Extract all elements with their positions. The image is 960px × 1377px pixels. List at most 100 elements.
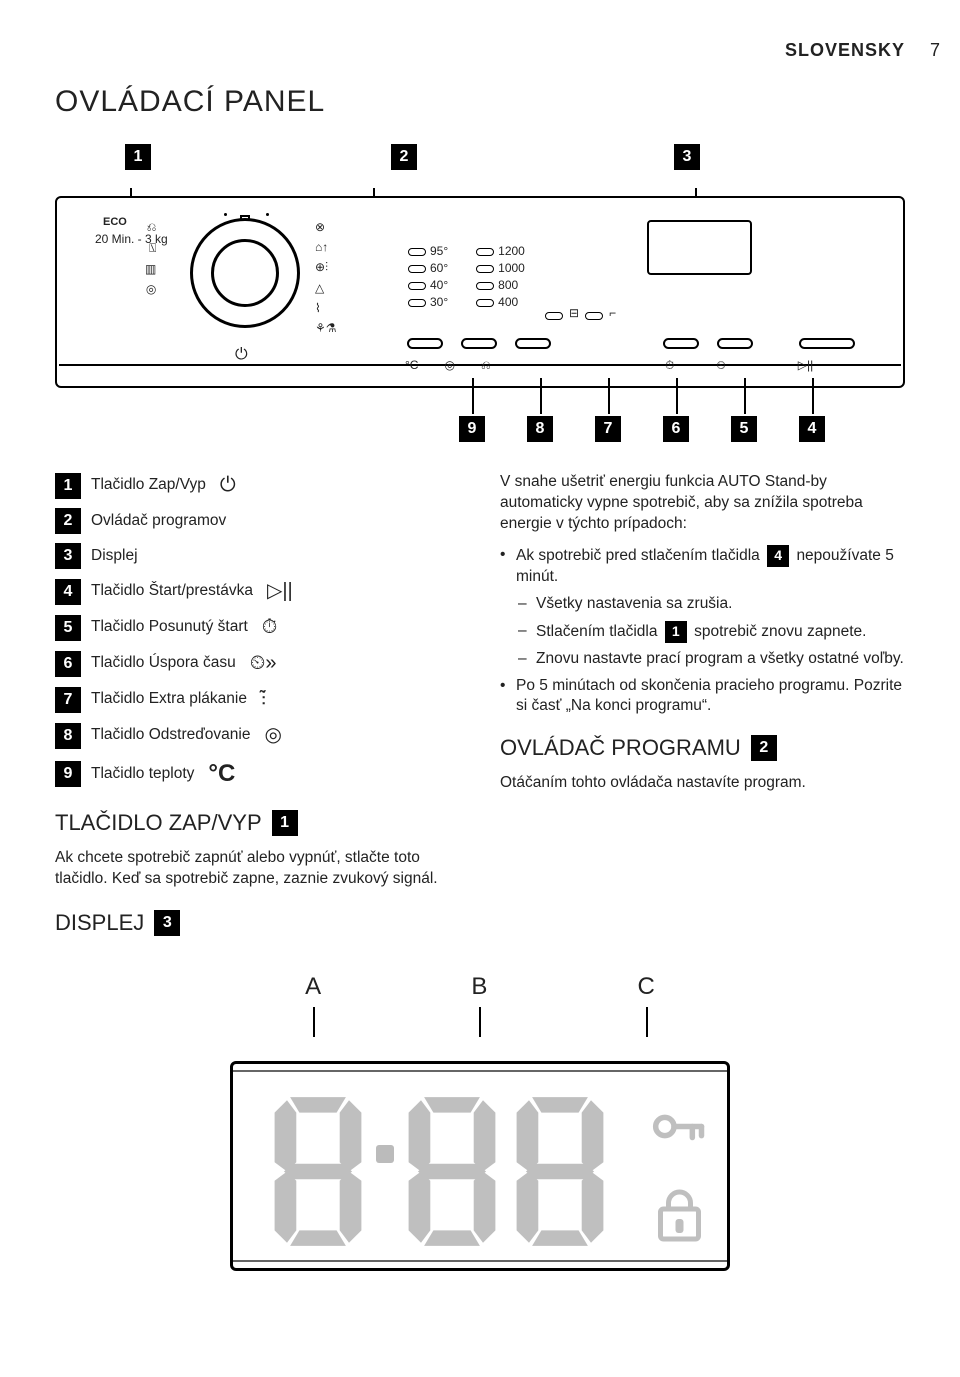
legend-label: Displej [91,546,138,567]
marker-2: 2 [391,144,417,170]
legend-item-1: 1 Tlačidlo Zap/Vyp ⏻ [55,472,460,499]
seven-segment-icon [510,1094,610,1249]
spin-row: 1200 [476,243,525,260]
spin-icon: ◎ [264,722,281,749]
label-a: A [305,973,321,1001]
page-title: OVLÁDACÍ PANEL [55,85,905,119]
dial-inner [211,239,279,307]
standby-intro: V snahe ušetriť energiu funkcia AUTO Sta… [500,472,905,535]
spin-800: 800 [498,277,518,294]
dial-dot [266,213,269,216]
marker-1: 1 [125,144,151,170]
onoff-body: Ak chcete spotrebič zapnúť alebo vypnúť,… [55,848,460,890]
bullet-1: Ak spotrebič pred stlačením tlačidla 4 n… [500,545,905,670]
dash-2-pre: Stlačením tlačidla [536,623,657,640]
language-label: SLOVENSKY [785,40,905,61]
left-column: 1 Tlačidlo Zap/Vyp ⏻ 2 Ovládač programov… [55,472,460,948]
display-heading-text: DISPLEJ [55,908,144,938]
spin-400: 400 [498,294,518,311]
start-pause-button[interactable] [799,338,855,349]
legend-num: 5 [55,615,81,641]
extra-rinse-icon: ⫶̃ [261,686,266,713]
legend-item-9: 9 Tlačidlo teploty °C [55,758,460,790]
legend-item-5: 5 Tlačidlo Posunutý štart ⏱ [55,614,460,641]
slot-icon [476,299,494,307]
dash-2: Stlačením tlačidla 1 spotrebič znovu zap… [516,621,905,643]
marker-8: 8 [527,416,553,442]
marker-6: 6 [663,416,689,442]
delay-icon: ⏱ [262,614,278,641]
legend-label: Tlačidlo Zap/Vyp [91,475,206,496]
legend-num: 7 [55,687,81,713]
doorlock-icon [652,1189,707,1244]
program-dial[interactable] [190,218,300,328]
power-icon: ⏻ [235,346,248,364]
temp-row: 95° [408,243,448,260]
spin-legend-icon: ◎ [444,358,454,373]
display-rect [647,220,752,275]
program-heading-text: OVLÁDAČ PROGRAMU [500,733,741,763]
legend-item-6: 6 Tlačidlo Úspora času ⏲» [55,650,460,677]
temp-60: 60° [430,260,448,277]
temp-button[interactable] [407,338,443,349]
segment-digits [268,1094,610,1249]
display-status-icons [652,1099,707,1244]
standby-bullets: Ak spotrebič pred stlačením tlačidla 4 n… [500,545,905,718]
inline-box-1: 1 [665,621,687,643]
legend-label: Tlačidlo Odstreďovanie [91,725,250,746]
childlock-key-icon [652,1099,707,1154]
dial-indicator [240,215,250,221]
abc-labels: A B C [230,973,730,1001]
synth-icon: ⌂↑ [315,240,337,254]
legend-num: 8 [55,723,81,749]
marker-5: 5 [731,416,757,442]
program-body: Otáčaním tohto ovládača nastavíte progra… [500,773,905,794]
program-heading-num: 2 [751,735,777,761]
legend-num: 6 [55,651,81,677]
marker-7: 7 [595,416,621,442]
marker-4: 4 [799,416,825,442]
marker-3: 3 [674,144,700,170]
marker-line-1 [130,188,132,196]
top-markers: 1 2 3 [125,144,905,170]
page-header: SLOVENSKY 7 [55,40,905,70]
rinse-button[interactable] [515,338,551,349]
legend-num: 9 [55,761,81,787]
start-icon: ▷|| [267,578,293,605]
label-b: B [471,973,487,1001]
opt-mini-icon: ⌐ [609,306,616,320]
legend-label: Tlačidlo Posunutý štart [91,617,248,638]
body-columns: 1 Tlačidlo Zap/Vyp ⏻ 2 Ovládač programov… [55,472,905,948]
cotton-icon: ⊗ [315,220,337,234]
option-slots: ⊟ ⌐ [545,306,616,320]
delay-button[interactable] [663,338,699,349]
legend-item-3: 3 Displej [55,543,460,569]
label-c: C [638,973,655,1001]
digit-dot [376,1145,394,1163]
save-legend-icon: ⏲ [716,358,725,373]
spin-1000: 1000 [498,260,525,277]
lock-mini-icon: ⊟ [569,306,579,320]
tempc-icon: °C [405,358,418,373]
fabric-icon: ⍂ [149,241,156,256]
spin-button[interactable] [461,338,497,349]
bullet-1-sub: Všetky nastavenia sa zrušia. Stlačením t… [516,594,905,670]
button-legend-right: ⏱ ⏲ ▷|| [665,358,813,373]
dash-1: Všetky nastavenia sa zrušia. [516,594,905,615]
dial-right-icons: ⊗ ⌂↑ ⊕⫶ △ ⌇ ⚘⚗ [315,220,337,335]
slot-icon [476,282,494,290]
temp-40: 40° [430,277,448,294]
legend-label: Tlačidlo teploty [91,764,194,785]
slot-icon [408,265,426,273]
opt-slot [585,312,603,320]
seven-segment-icon [268,1094,368,1249]
slot-icon [408,248,426,256]
legend-num: 3 [55,543,81,569]
slot-icon [476,248,494,256]
spin-row: 1000 [476,260,525,277]
temp-icon: °C [208,758,235,790]
rinse-legend-icon: ⎌ [481,358,491,373]
temp-row: 40° [408,277,448,294]
timesave-button[interactable] [717,338,753,349]
power-icon: ⏻ [220,472,236,499]
